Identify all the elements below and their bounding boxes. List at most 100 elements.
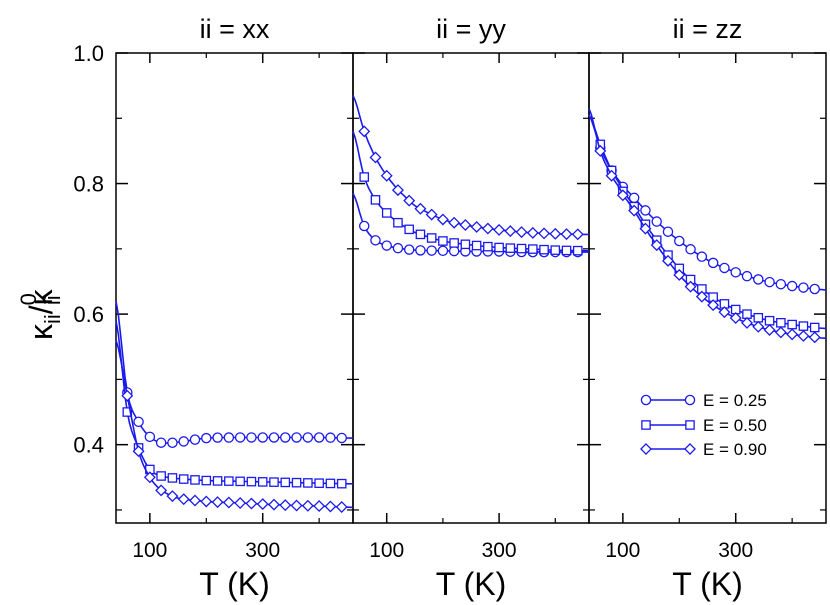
data-point-square xyxy=(809,322,820,333)
data-point-circle xyxy=(370,235,381,246)
data-point-square xyxy=(291,477,302,488)
data-point-diamond xyxy=(448,216,461,229)
data-point-square xyxy=(122,407,133,417)
data-point-diamond xyxy=(121,389,134,402)
data-point-circle xyxy=(178,436,189,447)
x-axis-label-2: T (K) xyxy=(436,566,507,602)
panel-frame-1 xyxy=(115,52,354,524)
data-point-diamond xyxy=(808,331,821,344)
data-point-diamond xyxy=(268,498,280,511)
data-point-diamond xyxy=(560,228,573,241)
data-point-circle xyxy=(336,432,347,444)
legend-marker-diamond xyxy=(640,443,652,455)
data-point-diamond xyxy=(684,280,697,293)
y-label-slash: / xyxy=(23,305,59,314)
y-label-kappa: κ xyxy=(23,323,59,340)
data-point-square xyxy=(550,245,561,255)
legend-label-diamond: E = 0.90 xyxy=(703,440,767,459)
data-point-circle xyxy=(291,432,302,443)
data-point-diamond xyxy=(797,329,810,342)
data-point-circle xyxy=(313,432,325,443)
data-point-square xyxy=(167,473,178,483)
data-point-circle xyxy=(798,282,809,293)
data-point-diamond xyxy=(425,208,438,221)
data-point-diamond xyxy=(729,312,742,325)
text-labels: ii = xx 100 300 T (K) ii = yy 100 300 T (K) ii =… xyxy=(16,14,753,602)
data-point-circle xyxy=(764,276,775,288)
legend: E = 0.25 E = 0.50 E = 0.90 xyxy=(640,391,767,459)
x-axis-label-1: T (K) xyxy=(199,566,270,602)
data-point-diamond xyxy=(707,299,720,312)
data-point-square xyxy=(561,245,572,256)
data-point-diamond xyxy=(279,499,292,512)
y-label-kappa-0: κ xyxy=(23,288,59,305)
data-point-circle xyxy=(741,270,753,282)
data-point-square xyxy=(381,208,392,218)
panel-title-1: ii = xx xyxy=(200,14,270,44)
y-tick-label: 0.8 xyxy=(73,172,104,197)
data-point-square xyxy=(572,245,583,256)
data-point-circle xyxy=(201,432,212,444)
data-point-diamond xyxy=(143,471,156,484)
data-point-diamond xyxy=(650,239,663,252)
data-point-square xyxy=(404,224,414,235)
data-point-square xyxy=(494,242,504,253)
data-point-square xyxy=(280,477,291,488)
data-point-diamond xyxy=(515,226,528,239)
data-point-square xyxy=(505,243,516,253)
data-point-square xyxy=(224,476,234,486)
data-point-square xyxy=(314,478,324,488)
panel-title-2: ii = yy xyxy=(436,14,506,44)
data-point-diamond xyxy=(628,204,641,217)
data-point-square xyxy=(359,172,370,182)
data-point-circle xyxy=(448,245,460,257)
data-point-circle xyxy=(775,278,787,290)
data-point-square xyxy=(460,239,471,250)
series-line-circle-panel-3 xyxy=(588,114,827,291)
data-point-square xyxy=(303,478,313,488)
data-point-diamond xyxy=(313,500,326,513)
data-point-square xyxy=(776,317,786,328)
legend-label-circle: E = 0.25 xyxy=(703,391,767,410)
legend-label-square: E = 0.50 xyxy=(703,416,767,435)
x-tick-label: 100 xyxy=(132,539,167,562)
series-line-circle-panel-1 xyxy=(115,300,353,444)
data-point-circle xyxy=(302,432,314,443)
legend-marker-square xyxy=(685,420,695,430)
data-point-circle xyxy=(719,262,730,274)
data-point-circle xyxy=(403,244,415,255)
data-point-circle xyxy=(662,226,674,237)
data-point-circle xyxy=(809,283,820,295)
data-point-diamond xyxy=(741,316,753,329)
panel-frames xyxy=(115,52,827,524)
data-point-circle xyxy=(786,280,798,292)
panel-title-3: ii = zz xyxy=(673,14,743,44)
data-point-diamond xyxy=(718,306,731,319)
data-point-diamond xyxy=(616,189,629,202)
data-point-diamond xyxy=(177,493,190,506)
data-point-square xyxy=(753,312,764,323)
data-point-diamond xyxy=(132,445,145,458)
y-label-sup: 0 xyxy=(16,293,41,305)
panel-frame-3 xyxy=(588,52,827,524)
data-point-diamond xyxy=(256,498,269,511)
data-point-diamond xyxy=(222,496,235,509)
x-tick-label: 300 xyxy=(482,539,517,562)
data-point-diamond xyxy=(166,490,179,503)
series-line-square-panel-1 xyxy=(115,320,353,485)
series-line-diamond-panel-3 xyxy=(588,108,827,340)
data-point-circle xyxy=(753,274,764,285)
data-point-circle xyxy=(246,432,257,443)
data-point-circle xyxy=(189,434,201,445)
y-tick-label: 0.4 xyxy=(73,433,104,458)
data-point-square xyxy=(370,195,381,205)
data-point-square xyxy=(201,475,212,486)
data-point-square xyxy=(787,319,797,330)
data-point-diamond xyxy=(639,222,652,235)
data-point-diamond xyxy=(234,497,247,510)
data-point-circle xyxy=(268,432,280,443)
x-tick-label: 100 xyxy=(369,539,404,562)
data-point-diamond xyxy=(414,202,427,215)
data-point-square xyxy=(269,477,279,487)
data-point-circle xyxy=(696,251,708,262)
